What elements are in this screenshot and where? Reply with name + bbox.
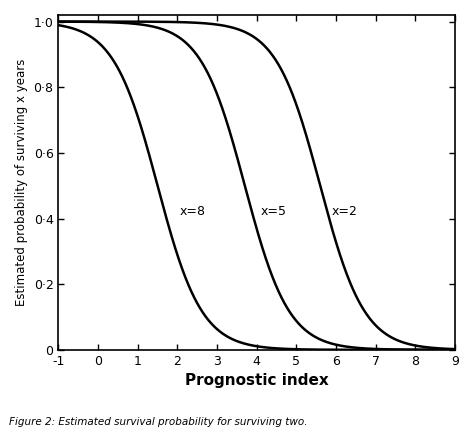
- Text: x=2: x=2: [332, 205, 358, 218]
- Y-axis label: Estimated probability of surviving x years: Estimated probability of surviving x yea…: [15, 59, 28, 306]
- Text: x=8: x=8: [179, 205, 205, 218]
- Text: x=5: x=5: [261, 205, 287, 218]
- X-axis label: Prognostic index: Prognostic index: [185, 373, 328, 388]
- Text: Figure 2: Estimated survival probability for surviving two.: Figure 2: Estimated survival probability…: [9, 417, 308, 427]
